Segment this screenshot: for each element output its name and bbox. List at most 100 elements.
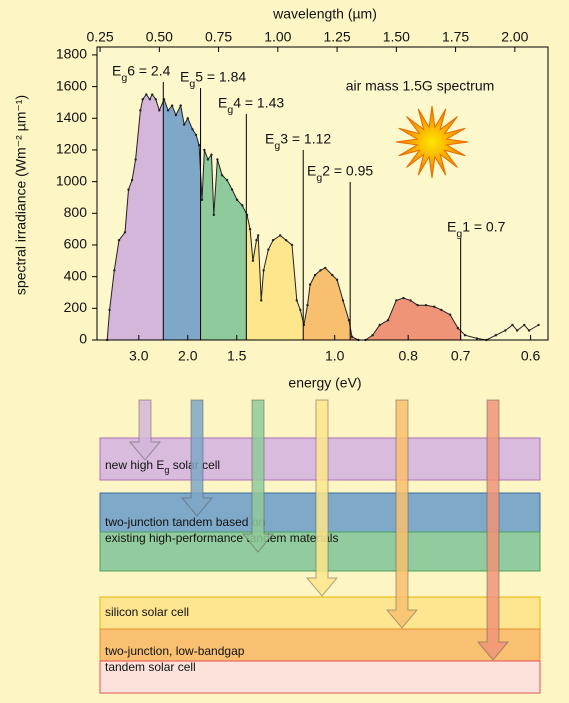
arrow (241, 399, 275, 553)
data-point (210, 153, 213, 156)
y-tick-label: 1200 (56, 141, 87, 157)
data-point (527, 329, 531, 332)
bandgap-label: Eg4 = 1.43 (218, 95, 284, 116)
sun-icon (395, 105, 469, 179)
data-point (139, 109, 142, 112)
cell-label: existing high-performance tandem materia… (105, 531, 338, 545)
y-tick-label: 1400 (56, 109, 87, 125)
x-tick-label: 1.50 (383, 29, 410, 45)
data-point (331, 273, 334, 277)
x2-tick-label: 2.0 (178, 348, 198, 364)
plot-frame (96, 46, 549, 341)
data-point (299, 308, 302, 312)
cell-label: silicon solar cell (105, 605, 189, 619)
y-tick-label: 600 (64, 236, 88, 252)
arrow (305, 399, 339, 597)
y-tick-label: 1000 (56, 172, 87, 188)
data-point (341, 299, 345, 302)
y-tick-label: 400 (64, 267, 88, 283)
x-axis-title-bottom: energy (eV) (288, 375, 361, 391)
y-tick-label: 0 (79, 331, 87, 347)
data-point (197, 143, 201, 147)
band-fill (163, 94, 201, 340)
y-tick-label: 1600 (56, 77, 87, 93)
data-point (148, 98, 152, 101)
data-point (154, 98, 157, 101)
data-point (158, 109, 161, 112)
data-point (255, 239, 258, 242)
data-point (290, 243, 294, 247)
data-point (241, 204, 244, 207)
data-point (537, 323, 540, 327)
data-point (200, 198, 204, 202)
bandgap-label: Eg2 = 0.95 (307, 163, 373, 184)
y-tick-label: 800 (64, 204, 88, 220)
annotation: air mass 1.5G spectrum (346, 78, 495, 94)
x-tick-label: 0.75 (205, 29, 232, 45)
data-point (448, 313, 452, 316)
data-point (186, 117, 189, 120)
y-tick-label: 200 (64, 299, 88, 315)
data-point (145, 93, 148, 96)
data-point (395, 299, 398, 302)
data-point (306, 303, 309, 307)
cell-box (99, 628, 541, 662)
x-tick-label: 0.50 (146, 29, 173, 45)
data-point (108, 308, 111, 312)
arrow (385, 399, 419, 629)
bandgap-label: Eg1 = 0.7 (447, 219, 506, 240)
x-tick-label: 1.75 (442, 29, 469, 45)
data-point (134, 158, 137, 161)
data-point (251, 259, 255, 263)
data-point (386, 319, 390, 322)
data-point (511, 323, 514, 327)
data-point (130, 178, 134, 182)
data-point (206, 158, 210, 161)
data-point (371, 334, 374, 337)
data-point (424, 303, 428, 307)
x2-tick-label: 0.7 (451, 348, 471, 364)
data-point (494, 334, 498, 337)
cell-label: tandem solar cell (105, 660, 196, 674)
data-point (284, 239, 288, 242)
data-point (515, 329, 519, 332)
data-point (141, 98, 144, 101)
data-point (335, 278, 339, 282)
y-tick-label: 1800 (56, 46, 87, 62)
data-point (117, 239, 121, 242)
data-point (127, 188, 130, 191)
data-point (523, 323, 526, 327)
data-point (504, 329, 507, 332)
data-point (378, 323, 381, 327)
x-tick-label: 1.00 (264, 29, 291, 45)
data-point (179, 104, 182, 107)
x-tick-label: 2.00 (501, 29, 528, 45)
bandgap-label: Eg5 = 1.84 (180, 69, 246, 90)
data-point (235, 198, 239, 202)
data-point (262, 269, 265, 272)
x-tick-label: 0.25 (86, 29, 113, 45)
data-point (324, 266, 327, 270)
data-point (151, 93, 154, 96)
data-point (319, 269, 322, 272)
cell-label: two-junction tandem based on (105, 515, 265, 529)
data-point (216, 158, 219, 161)
data-point (248, 227, 252, 231)
data-point (203, 148, 206, 152)
data-point (183, 123, 186, 126)
data-point (166, 109, 170, 112)
data-point (313, 273, 317, 277)
data-point (350, 335, 354, 339)
arrow (476, 399, 510, 661)
x-axis-title-top: wavelength (µm) (272, 6, 377, 22)
data-point (174, 113, 178, 117)
y-axis-title: spectral irradiance (Wm⁻² µm⁻¹) (13, 95, 29, 295)
data-point (113, 269, 116, 272)
data-point (278, 234, 282, 237)
data-point (402, 296, 405, 300)
data-point (456, 326, 460, 330)
cell-box (99, 596, 541, 630)
data-point (440, 308, 443, 312)
data-point (433, 305, 436, 308)
